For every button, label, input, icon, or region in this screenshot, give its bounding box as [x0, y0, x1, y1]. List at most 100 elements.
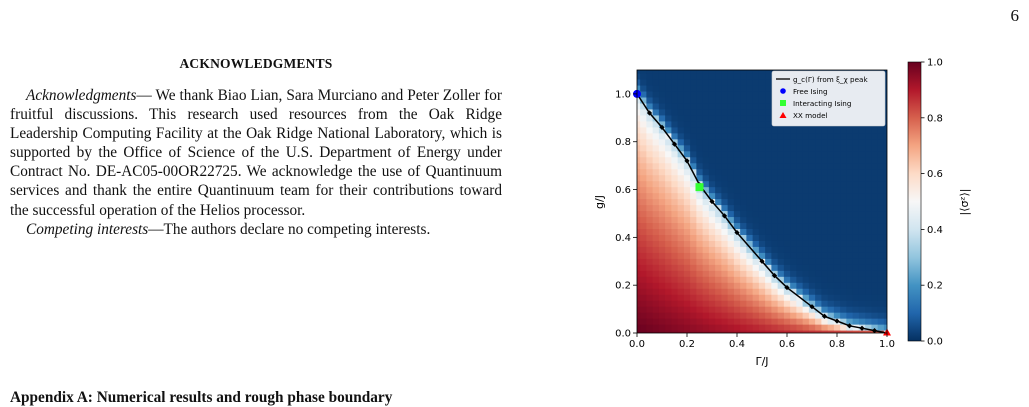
- heatmap-cell: [708, 324, 716, 331]
- heatmap-cell: [652, 186, 660, 194]
- heatmap-cell: [733, 156, 741, 164]
- heatmap-cell: [640, 312, 647, 319]
- heatmap-cell: [696, 126, 704, 134]
- heatmap-cell: [683, 288, 691, 295]
- heatmap-cell: [702, 198, 710, 206]
- heatmap-cell: [637, 70, 641, 74]
- heatmap-cell: [808, 174, 816, 182]
- heatmap-cell: [740, 198, 747, 206]
- heatmap-cell: [865, 192, 872, 200]
- heatmap-cell: [677, 204, 685, 212]
- heatmap-cell: [740, 312, 747, 319]
- y-tick-label: 1.0: [615, 89, 631, 100]
- heatmap-cell: [808, 204, 816, 212]
- heatmap-cell: [752, 84, 760, 92]
- heatmap-cell: [721, 258, 729, 265]
- heatmap-cell: [733, 132, 741, 140]
- heatmap-cell: [883, 288, 887, 295]
- heatmap-cell: [802, 288, 810, 295]
- heatmap-cell: [821, 228, 829, 235]
- heatmap-cell: [727, 264, 735, 271]
- heatmap-cell: [665, 84, 672, 92]
- heatmap-cell: [858, 318, 866, 325]
- heatmap-cell: [683, 252, 691, 259]
- heatmap-cell: [746, 168, 754, 176]
- heatmap-cell: [640, 294, 647, 301]
- y-tick-label: 0.8: [615, 137, 631, 148]
- heatmap-cell: [827, 324, 835, 331]
- heatmap-cell: [696, 210, 704, 218]
- heatmap-cell: [833, 324, 841, 331]
- heatmap-cell: [758, 264, 766, 271]
- heatmap-cell: [827, 162, 835, 170]
- heatmap-cell: [858, 204, 866, 212]
- heatmap-cell: [858, 126, 866, 134]
- heatmap-cell: [771, 162, 779, 170]
- heatmap-cell: [765, 288, 772, 295]
- heatmap-cell: [846, 150, 854, 158]
- heatmap-cell: [833, 132, 841, 140]
- heatmap-cell: [740, 126, 747, 134]
- heatmap-cell: [865, 144, 872, 152]
- heatmap-cell: [752, 126, 760, 134]
- heatmap-cell: [758, 270, 766, 277]
- heatmap-cell: [790, 204, 797, 212]
- heatmap-cell: [690, 70, 697, 74]
- heatmap-cell: [696, 264, 704, 271]
- heatmap-cell: [721, 102, 729, 110]
- heatmap-cell: [852, 288, 860, 295]
- heatmap-cell: [658, 90, 666, 98]
- heatmap-cell: [833, 264, 841, 271]
- boundary-point: [671, 141, 678, 147]
- heatmap-cell: [665, 90, 672, 98]
- heatmap-cell: [790, 132, 797, 140]
- heatmap-cell: [696, 144, 704, 152]
- heatmap-cell: [883, 228, 887, 235]
- heatmap-cell: [715, 282, 722, 289]
- heatmap-cell: [865, 246, 872, 253]
- heatmap-cell: [665, 270, 672, 277]
- heatmap-cell: [721, 282, 729, 289]
- heatmap-cell: [721, 294, 729, 301]
- heatmap-cell: [690, 222, 697, 229]
- heatmap-cell: [652, 108, 660, 116]
- heatmap-cell: [665, 318, 672, 325]
- heatmap-cell: [665, 174, 672, 182]
- heatmap-cell: [846, 156, 854, 164]
- heatmap-cell: [696, 70, 704, 74]
- heatmap-cell: [646, 198, 654, 206]
- heatmap-cell: [833, 246, 841, 253]
- heatmap-cell: [833, 258, 841, 265]
- heatmap-cell: [808, 168, 816, 176]
- heatmap-cell: [677, 234, 685, 241]
- heatmap-cell: [758, 192, 766, 200]
- heatmap-cell: [815, 324, 822, 331]
- heatmap-cell: [852, 294, 860, 301]
- heatmap-cell: [852, 168, 860, 176]
- heatmap-cell: [637, 282, 641, 289]
- heatmap-cell: [865, 180, 872, 188]
- heatmap-cell: [727, 168, 735, 176]
- heatmap-cell: [802, 198, 810, 206]
- heatmap-cell: [702, 252, 710, 259]
- heatmap-cell: [658, 246, 666, 253]
- heatmap-cell: [708, 258, 716, 265]
- heatmap-cell: [790, 252, 797, 259]
- heatmap-cell: [752, 228, 760, 235]
- heatmap-cell: [802, 186, 810, 194]
- heatmap-cell: [846, 144, 854, 152]
- heatmap-cell: [790, 228, 797, 235]
- heatmap-cell: [696, 168, 704, 176]
- heatmap-cell: [665, 186, 672, 194]
- heatmap-cell: [833, 276, 841, 283]
- heatmap-cell: [671, 108, 679, 116]
- heatmap-cell: [677, 72, 685, 80]
- heatmap-cell: [783, 138, 791, 146]
- heatmap-cell: [740, 186, 747, 194]
- heatmap-cell: [640, 168, 647, 176]
- heatmap-cell: [665, 252, 672, 259]
- heatmap-cell: [702, 258, 710, 265]
- heatmap-cell: [715, 70, 722, 74]
- heatmap-cell: [821, 204, 829, 212]
- heatmap-cell: [733, 204, 741, 212]
